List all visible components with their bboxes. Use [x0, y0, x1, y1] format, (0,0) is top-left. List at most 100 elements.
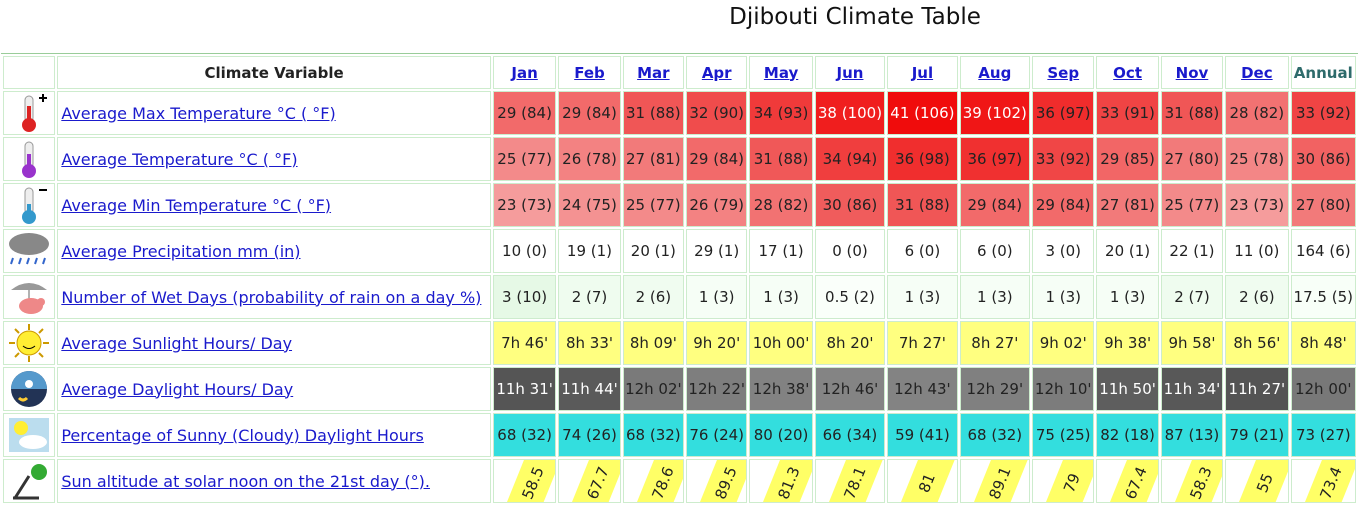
month-link[interactable]: Jan — [511, 63, 538, 82]
value-cell: 9h 38' — [1096, 321, 1159, 365]
value-cell: 23 (73) — [492, 183, 557, 227]
value-cell: 2 (7) — [558, 275, 621, 319]
data-row: Average Precipitation mm (in) 10 (0) 19 (1… — [3, 229, 1356, 273]
value-cell: 59 (41) — [887, 413, 958, 457]
value-text: 80 (20) — [753, 426, 809, 444]
label-cell: Number of Wet Days (probability of rain … — [57, 275, 491, 319]
month-link[interactable]: Sep — [1047, 63, 1080, 82]
variable-link[interactable]: Average Precipitation mm (in) — [61, 241, 301, 261]
value-cell: 81.3 — [749, 459, 813, 503]
month-link[interactable]: Feb — [574, 63, 605, 82]
value-cell: 41 (106) — [887, 91, 958, 135]
value-cell: 29 (84) — [959, 183, 1031, 227]
value-cell: 8h 20' — [814, 321, 886, 365]
value-cell: 23 (73) — [1225, 183, 1289, 227]
value-tag: 81 — [897, 460, 957, 502]
value-tag: 89.5 — [696, 460, 747, 502]
value-cell: 31 (88) — [749, 137, 813, 181]
value-cell: 36 (97) — [959, 137, 1031, 181]
value-text: 59 (41) — [895, 426, 950, 444]
value-text: 66 (34) — [822, 426, 878, 444]
value-cell: 55 — [1225, 459, 1289, 503]
value-text: 24 (75) — [562, 196, 617, 214]
variable-link[interactable]: Average Sunlight Hours/ Day — [61, 333, 293, 353]
value-cell: 78.1 — [814, 459, 886, 503]
variable-link[interactable]: Average Daylight Hours/ Day — [61, 379, 294, 399]
value-text: 25 (77) — [497, 150, 552, 168]
value-text: 10 (0) — [502, 242, 548, 260]
variable-link[interactable]: Average Temperature °C ( °F) — [61, 149, 298, 169]
value-cell: 6 (0) — [959, 229, 1031, 273]
value-text: 27 (81) — [1100, 196, 1155, 214]
data-row: Average Min Temperature °C ( °F) 23 (73) 2… — [3, 183, 1356, 227]
value-text: 12h 02' — [625, 380, 682, 398]
label-cell: Sun altitude at solar noon on the 21st d… — [57, 459, 491, 503]
value-cell: 79 — [1032, 459, 1095, 503]
value-cell: 7h 46' — [492, 321, 557, 365]
icon-cell — [3, 367, 56, 411]
value-text: 31 (88) — [626, 104, 681, 122]
month-link[interactable]: Dec — [1241, 63, 1273, 82]
month-link[interactable]: Oct — [1113, 63, 1142, 82]
month-link[interactable]: Nov — [1175, 63, 1209, 82]
value-cell: 7h 27' — [887, 321, 958, 365]
header-cell: Jan — [492, 56, 557, 89]
value-cell: 31 (88) — [887, 183, 958, 227]
value-text: 20 (1) — [1105, 242, 1151, 260]
month-link[interactable]: Apr — [701, 63, 732, 82]
value-text: 1 (3) — [977, 288, 1013, 306]
value-cell: 30 (86) — [814, 183, 886, 227]
value-text: 34 (93) — [753, 104, 809, 122]
value-text: 38 (100) — [817, 104, 883, 122]
value-cell: 29 (85) — [1096, 137, 1159, 181]
data-row: Average Max Temperature °C ( °F) 29 (84) 2… — [3, 91, 1356, 135]
value-text: 39 (102) — [962, 104, 1027, 122]
month-link[interactable]: May — [763, 63, 799, 82]
value-text: 41 (106) — [890, 104, 955, 122]
month-link[interactable]: Jun — [836, 63, 864, 82]
value-cell: 68 (32) — [622, 413, 685, 457]
value-tag: 67.7 — [568, 460, 620, 502]
value-cell: 9h 02' — [1032, 321, 1095, 365]
icon-cell — [3, 183, 56, 227]
icon-cell — [3, 229, 56, 273]
variable-link[interactable]: Number of Wet Days (probability of rain … — [61, 287, 482, 307]
icon-cell — [3, 137, 56, 181]
value-text: 29 (1) — [694, 242, 740, 260]
month-link[interactable]: Mar — [637, 63, 670, 82]
variable-link[interactable]: Percentage of Sunny (Cloudy) Daylight Ho… — [61, 425, 424, 445]
value-cell: 6 (0) — [887, 229, 958, 273]
value-text: 8h 20' — [826, 334, 874, 352]
icon-daylight — [11, 371, 48, 407]
value-cell: 11h 44' — [558, 367, 621, 411]
value-cell: 89.1 — [959, 459, 1031, 503]
month-link[interactable]: Aug — [978, 63, 1012, 82]
value-text: 8h 33' — [565, 334, 613, 352]
header-row: Climate Variable Jan Feb Mar Apr May Jun Jul Aug… — [3, 56, 1356, 89]
value-text: 25 (77) — [1164, 196, 1220, 214]
icon-bird — [11, 283, 48, 314]
header-cell: Jun — [814, 56, 886, 89]
value-text: 68 (32) — [497, 426, 552, 444]
value-cell: 8h 56' — [1225, 321, 1289, 365]
variable-link[interactable]: Sun altitude at solar noon on the 21st d… — [61, 471, 430, 491]
value-text: 28 (82) — [753, 196, 809, 214]
value-text: 12h 10' — [1034, 380, 1092, 398]
value-text: 2 (7) — [571, 288, 608, 306]
month-link[interactable]: Jul — [911, 63, 934, 82]
value-cell: 0.5 (2) — [814, 275, 886, 319]
value-cell: 27 (81) — [622, 137, 685, 181]
header-annual: Annual — [1293, 63, 1353, 82]
value-cell: 68 (32) — [492, 413, 557, 457]
variable-link[interactable]: Average Min Temperature °C ( °F) — [61, 195, 332, 215]
value-cell: 19 (1) — [558, 229, 621, 273]
value-text: 11h 31' — [496, 380, 553, 398]
value-text: 74 (26) — [562, 426, 617, 444]
value-cell: 1 (3) — [1032, 275, 1095, 319]
icon-cold — [22, 187, 48, 224]
value-cell: 22 (1) — [1160, 229, 1224, 273]
variable-link[interactable]: Average Max Temperature °C ( °F) — [61, 103, 336, 123]
icon-cell — [3, 413, 56, 457]
value-cell: 3 (10) — [492, 275, 557, 319]
